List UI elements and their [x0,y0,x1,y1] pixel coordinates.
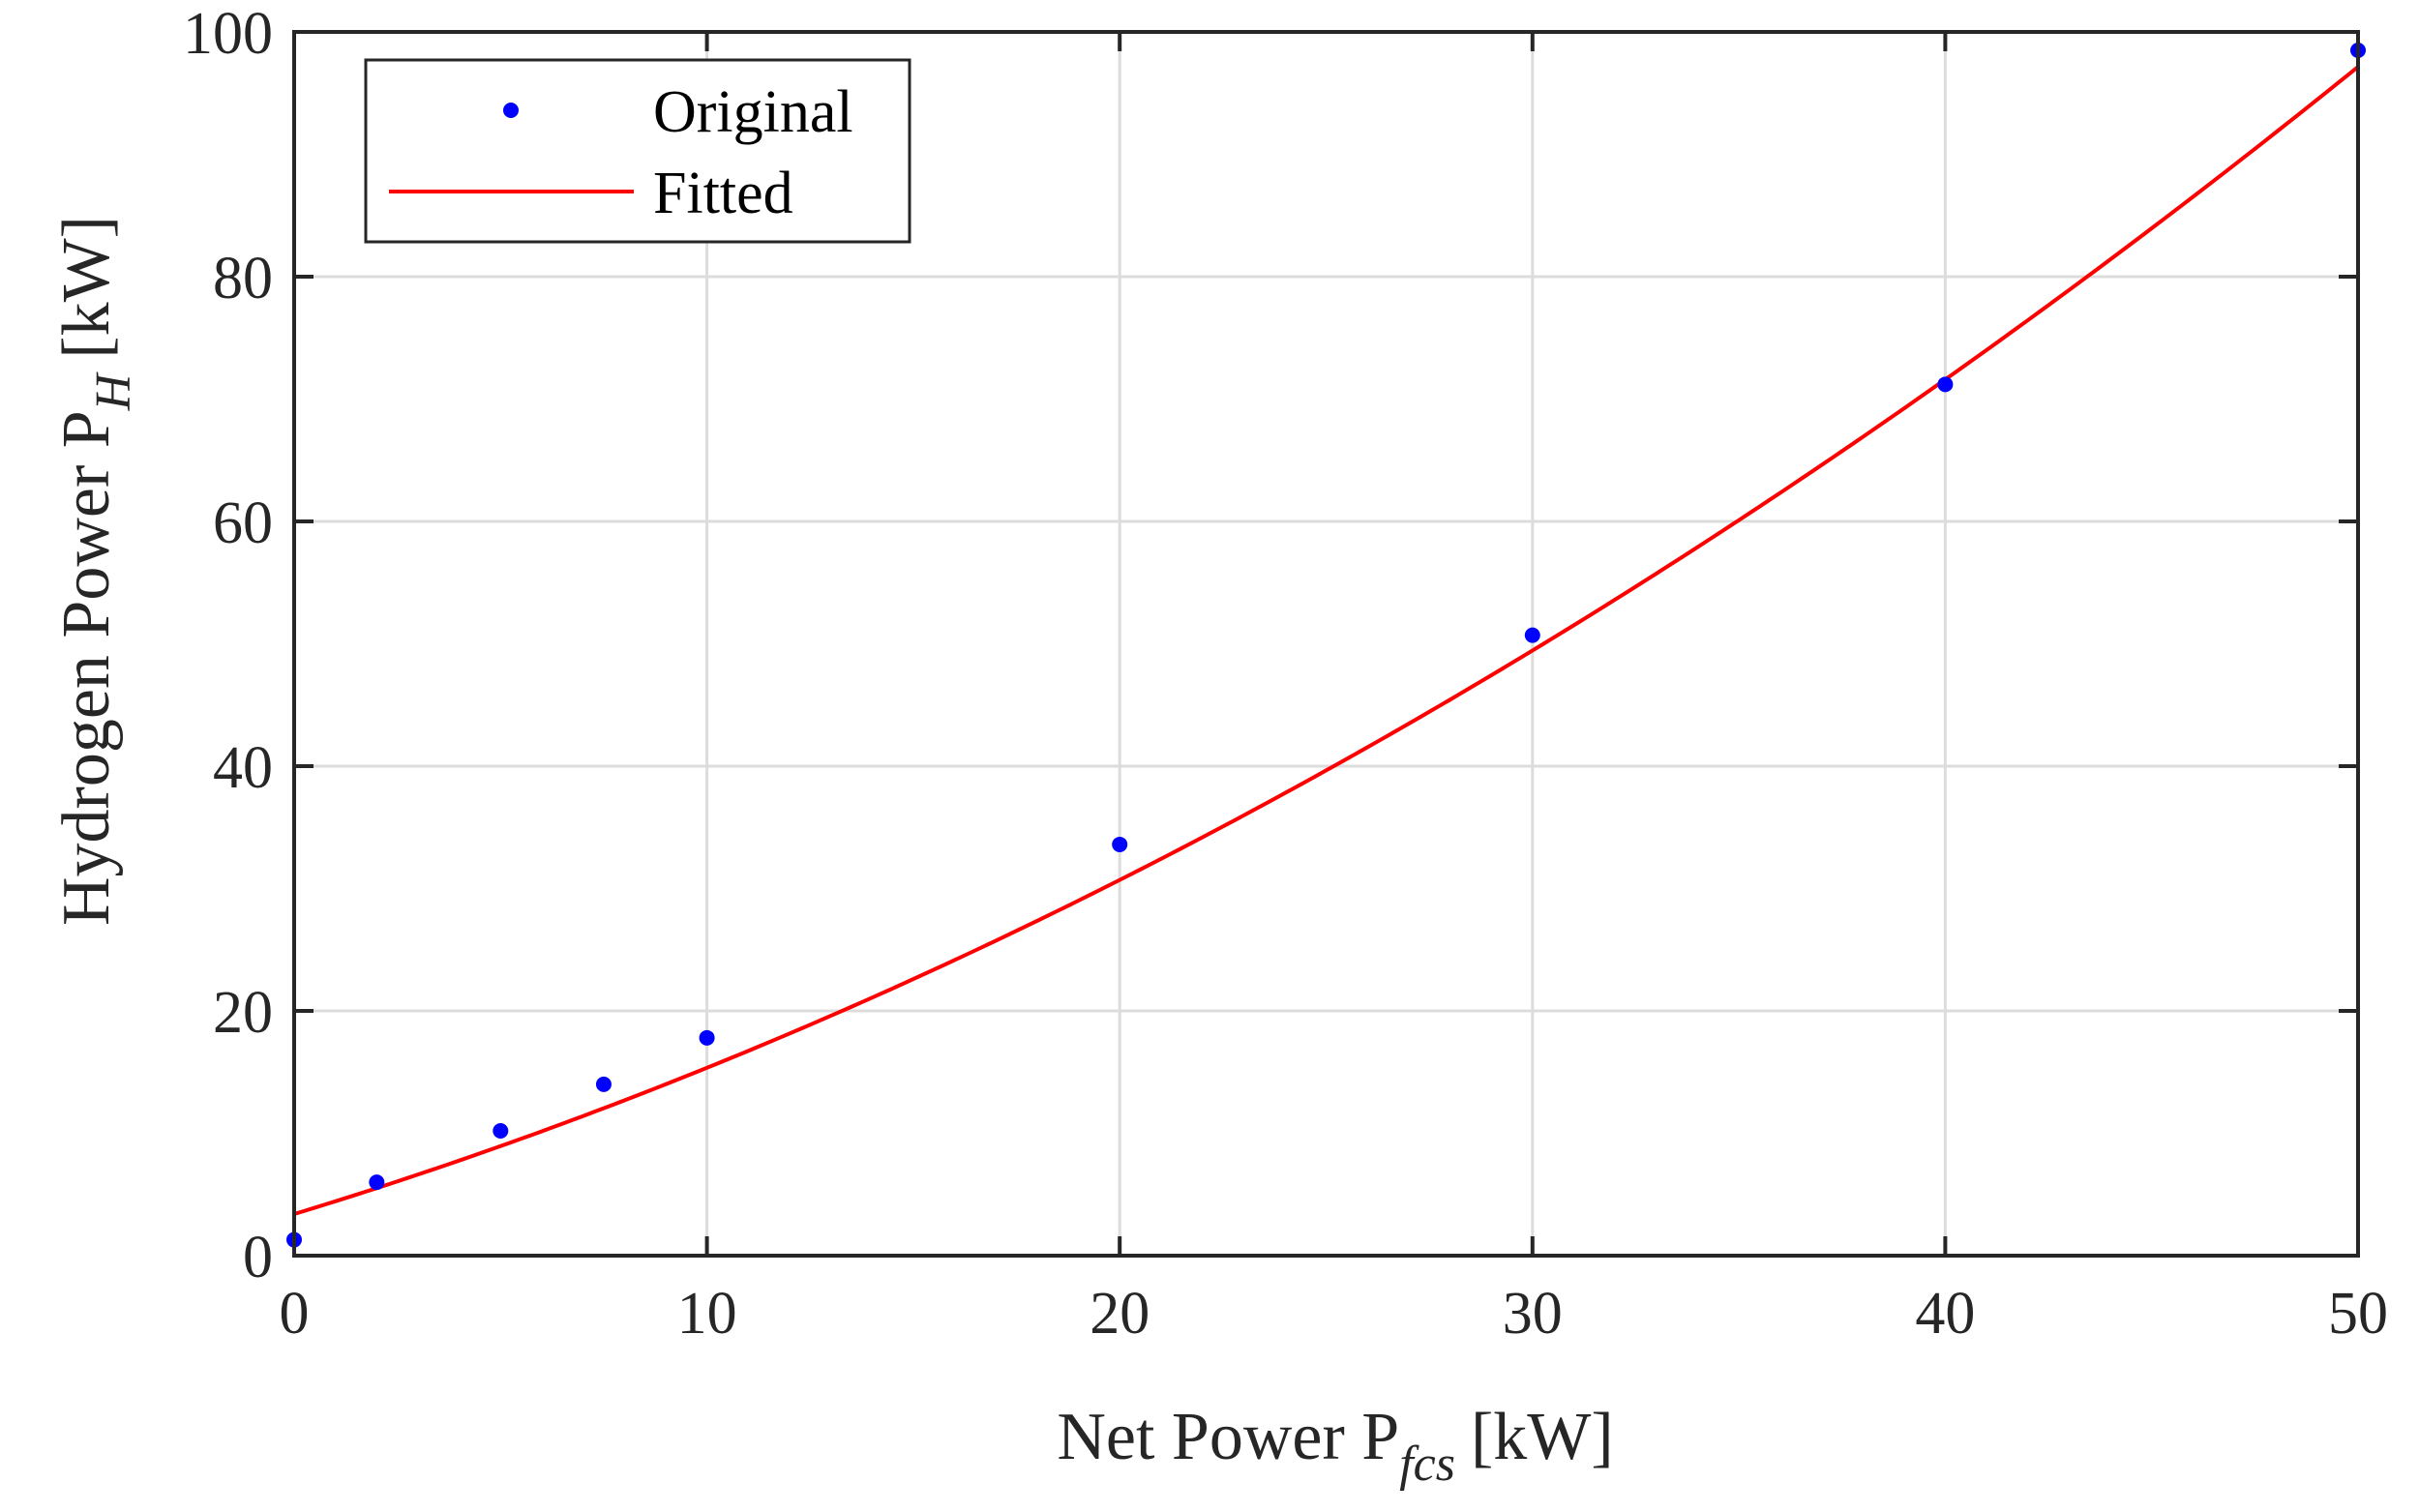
legend-label-fitted: Fitted [653,161,793,226]
x-tick-label: 50 [2328,1281,2388,1347]
x-tick-label: 0 [280,1281,310,1347]
y-tick-label: 20 [213,980,273,1046]
y-axis-label-unit: [kW] [49,216,124,359]
data-point-original [699,1029,715,1046]
y-tick-label: 100 [183,1,273,67]
axis-ticks: 0 10 20 30 40 50 0 20 40 60 80 100 [183,1,2388,1347]
fitted-series [293,65,2360,1216]
legend-label-original: Original [653,79,853,145]
data-point-original [595,1076,612,1092]
legend: Original Fitted [364,58,911,244]
y-axis-label: Hydrogen Power PH[kW] [49,216,141,926]
legend-box [364,58,911,244]
y-tick-label: 0 [243,1225,273,1290]
data-point-original [1937,376,1954,393]
y-axis-label-subscript: H [86,371,141,411]
y-tick-label: 80 [213,246,273,311]
legend-marker-original [503,103,519,118]
plot-area-border [292,30,2360,1258]
original-series [286,42,2366,1248]
x-axis-label-subscript: fcs [1399,1437,1455,1492]
data-point-original [493,1122,509,1139]
y-tick-label: 40 [213,735,273,801]
x-tick-label: 30 [1503,1281,1563,1347]
grid [294,32,2358,1256]
x-tick-label: 10 [677,1281,737,1347]
x-tick-label: 40 [1915,1281,1975,1347]
x-tick-label: 20 [1090,1281,1150,1347]
y-tick-label: 60 [213,490,273,556]
x-axis-label-unit: [kW] [1471,1400,1614,1474]
data-point-original [1524,627,1540,643]
data-point-original [369,1174,385,1191]
x-axis-label: Net Power Pfcs [kW] [1057,1400,1613,1492]
data-point-original [1112,836,1128,852]
fitted-curve [293,65,2360,1216]
